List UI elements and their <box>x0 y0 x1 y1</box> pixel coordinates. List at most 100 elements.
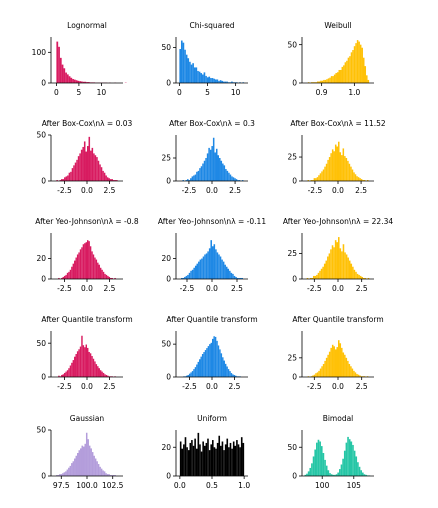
histogram-bar <box>237 444 240 477</box>
histogram-bar <box>185 54 188 83</box>
histogram-bar <box>111 179 114 181</box>
chart-panel: 0 5 10 0 50 Chi-squared <box>161 21 248 97</box>
histogram-bar <box>99 466 101 476</box>
histogram-bar <box>360 179 363 181</box>
histogram-bar <box>322 266 324 279</box>
histogram-bar <box>345 357 348 377</box>
histogram-bar <box>219 80 222 83</box>
x-tick-label: 10 <box>231 88 241 97</box>
histogram-bar <box>100 468 103 476</box>
histogram-bar <box>206 77 209 83</box>
histogram-bar <box>327 256 329 279</box>
y-tick-label: 0 <box>292 275 297 284</box>
histogram-bar <box>87 240 89 279</box>
histogram-bar <box>359 275 362 279</box>
histogram-bar <box>94 155 97 181</box>
histogram-bar <box>203 352 205 377</box>
x-tick-label: 0.0 <box>332 186 344 195</box>
histogram-bar <box>225 266 228 279</box>
x-tick-label: 100 <box>315 481 330 490</box>
histogram-bar <box>330 76 333 83</box>
histogram-bar <box>106 474 109 476</box>
histogram-bar <box>317 439 320 476</box>
histogram-bar <box>319 270 321 279</box>
x-tick-label: 2.5 <box>104 284 116 293</box>
y-tick-label: 0 <box>292 79 297 88</box>
histogram-bar <box>190 270 192 279</box>
histogram-bar <box>313 374 316 377</box>
histogram-bar <box>108 474 110 476</box>
histogram-bar <box>334 349 337 377</box>
histogram-bar <box>322 169 325 181</box>
histogram-bar <box>359 44 362 83</box>
histogram-bar <box>344 156 346 181</box>
chart-title: After Quantile transform <box>292 315 383 324</box>
histogram-bar <box>198 261 200 279</box>
histogram-bar <box>197 70 199 83</box>
histogram-bar <box>114 180 117 181</box>
x-tick-label: 0.0 <box>206 284 218 293</box>
chart-panel: -2.5 0.0 2.5 0 50 After Quantile transform <box>36 315 132 391</box>
histogram-bar <box>222 261 225 279</box>
histogram-bar <box>188 180 191 181</box>
histogram-bar <box>60 474 63 476</box>
histogram-bar <box>221 80 224 83</box>
y-tick-label: 25 <box>287 353 297 362</box>
histogram-bar <box>70 77 73 83</box>
histogram-bar <box>338 69 341 83</box>
x-tick-label: 0.0 <box>332 284 344 293</box>
histogram-bar <box>218 435 221 476</box>
histogram-bar <box>187 179 189 181</box>
histogram-bar <box>186 447 188 476</box>
histogram-bar <box>220 353 223 377</box>
x-tick-label: -2.5 <box>180 284 195 293</box>
histogram-bar <box>94 257 96 279</box>
histogram-bar <box>328 253 331 279</box>
histogram-bar <box>344 62 347 83</box>
histogram-bar <box>65 371 67 377</box>
histogram-bar <box>223 81 225 83</box>
histogram-bar <box>61 374 63 377</box>
x-tick-label: 2.5 <box>104 382 116 391</box>
histogram-bar <box>214 336 217 377</box>
histogram-bar <box>324 360 326 377</box>
histogram-bar <box>76 159 78 181</box>
histogram-bar <box>232 441 235 476</box>
histogram-bar <box>330 474 333 476</box>
histogram-bar <box>88 136 91 181</box>
histogram-bar <box>351 169 354 181</box>
histogram-bar <box>340 464 343 476</box>
histogram-bar <box>186 375 188 377</box>
y-tick-label: 25 <box>287 153 297 162</box>
histogram-bar <box>82 345 85 377</box>
histogram-bar <box>65 72 67 83</box>
histogram-bar <box>63 68 66 83</box>
histogram-bar <box>116 180 118 181</box>
histogram-bar <box>82 81 85 83</box>
histogram-bar <box>112 475 115 476</box>
histogram-bar <box>325 465 328 476</box>
histogram-bar <box>75 455 78 476</box>
histogram-bar <box>337 472 340 476</box>
histogram-bar <box>215 448 217 476</box>
histogram-bar <box>110 277 112 279</box>
histogram-bar <box>353 370 355 377</box>
histogram-bar <box>232 273 234 279</box>
histogram-bar <box>56 475 58 476</box>
histogram-bar <box>199 359 201 377</box>
histogram-bar <box>322 453 325 476</box>
histogram-bar <box>217 345 220 377</box>
y-tick-label: 20 <box>161 254 171 263</box>
histogram-bar <box>193 267 195 279</box>
histogram-bar <box>237 180 239 181</box>
chart-title: Bimodal <box>323 414 354 423</box>
histogram-bar <box>347 257 349 279</box>
histogram-bar <box>197 170 200 181</box>
histogram-bar <box>105 274 108 279</box>
histogram-bar <box>321 366 323 377</box>
histogram-bar <box>357 462 359 476</box>
histogram-bar <box>74 260 76 279</box>
histogram-bar <box>226 170 229 181</box>
chart-title: After Yeo-Johnson\nλ = -0.11 <box>158 217 266 226</box>
